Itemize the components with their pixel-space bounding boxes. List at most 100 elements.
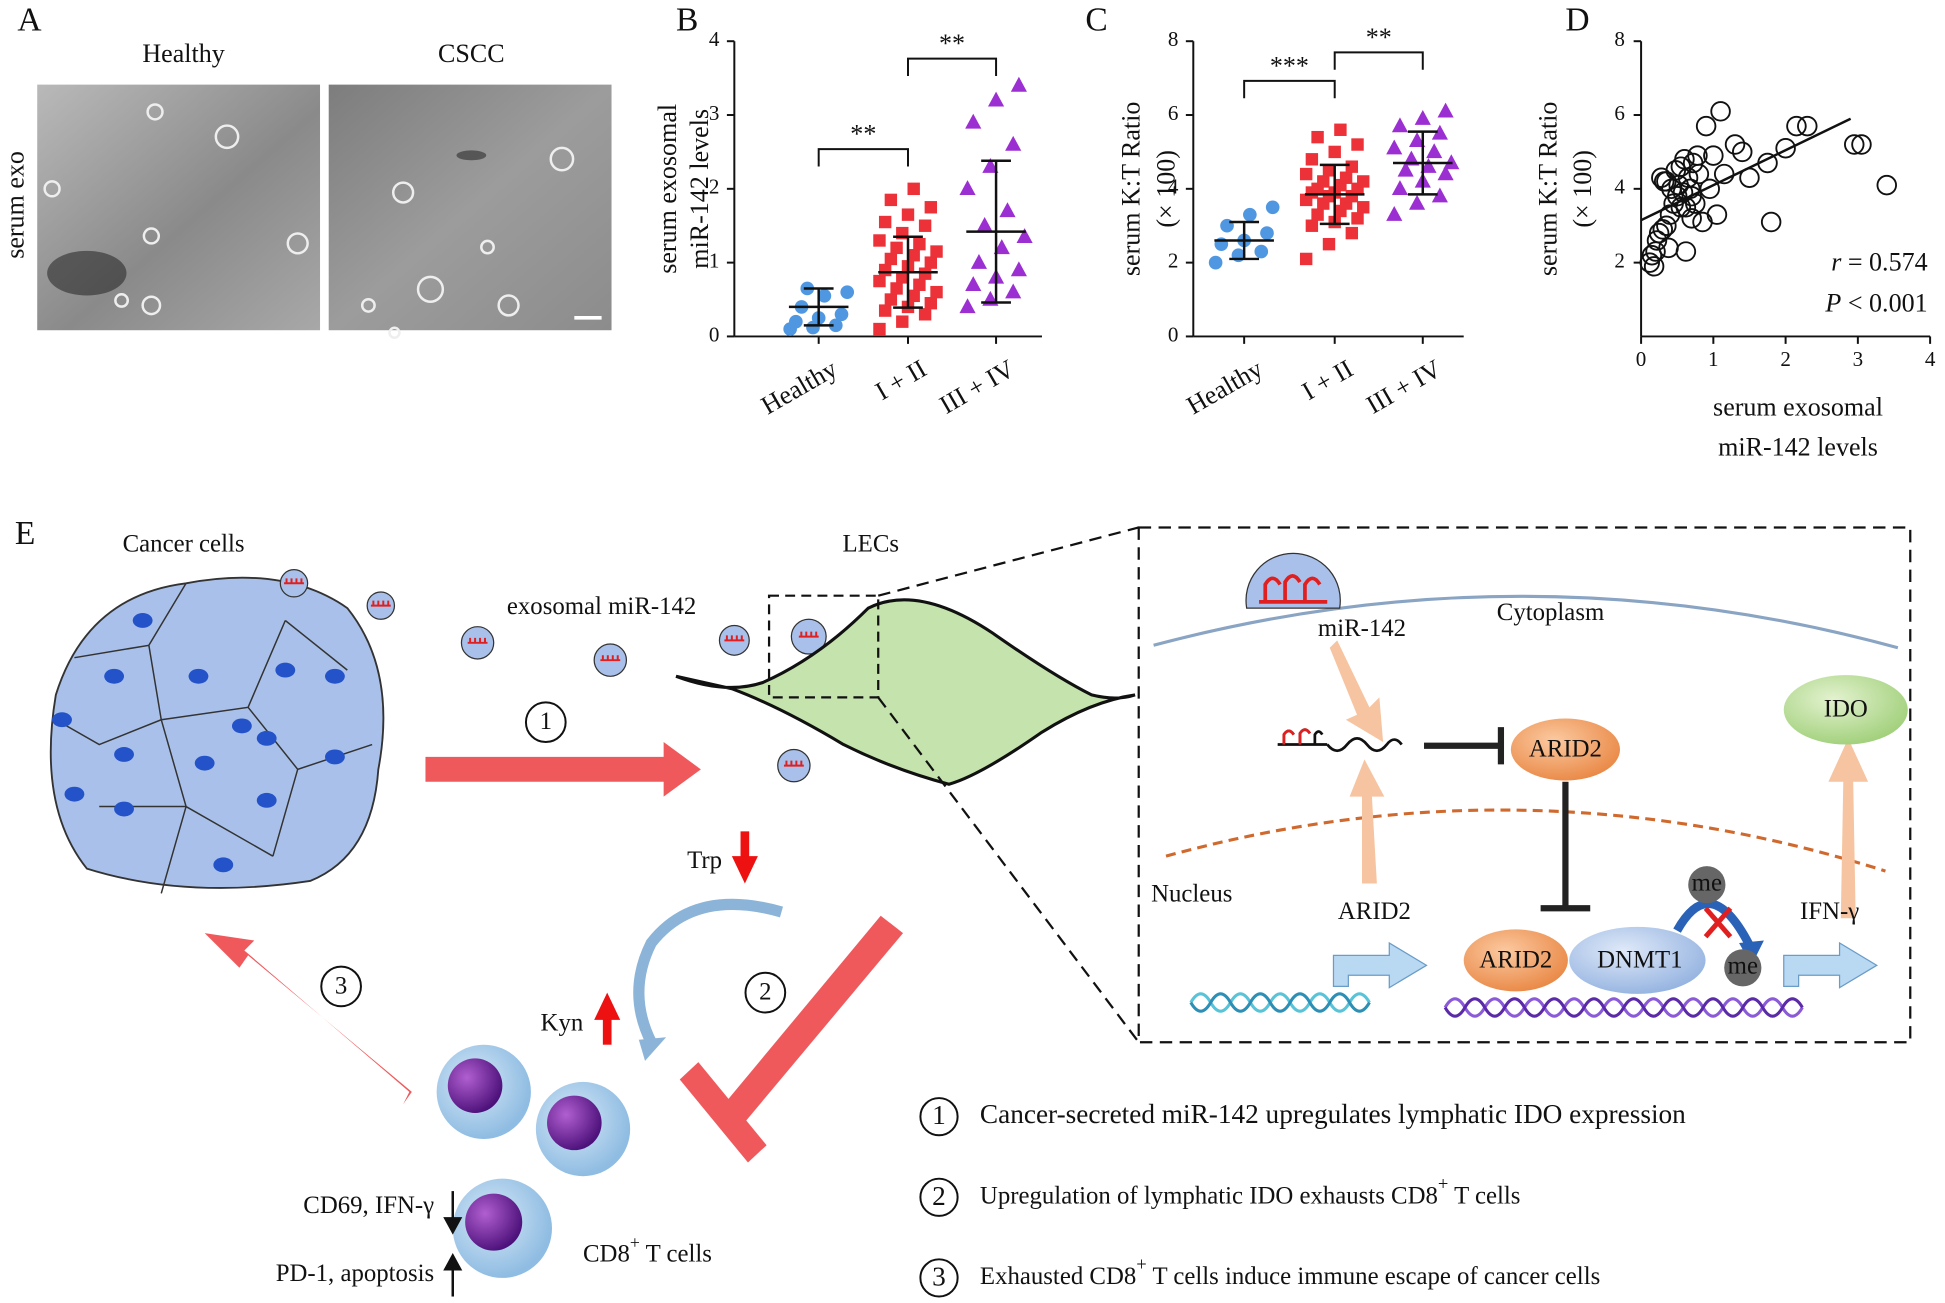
dot — [1409, 194, 1426, 210]
panel-label: A — [17, 1, 41, 38]
dot — [1426, 143, 1443, 159]
legend-circle — [919, 1177, 959, 1217]
label: PD-1, apoptosis — [276, 1260, 434, 1287]
zoom-line — [877, 526, 1140, 597]
dot — [1208, 255, 1223, 270]
point — [1643, 256, 1665, 277]
point — [1688, 163, 1710, 185]
annotation-symbol: r — [1831, 247, 1842, 276]
dot — [930, 245, 943, 258]
sig-bracket — [1333, 51, 1424, 70]
dot — [982, 157, 999, 173]
arid2-complex — [1463, 929, 1568, 992]
dot — [924, 256, 938, 269]
em-images — [37, 84, 612, 339]
dot — [1357, 201, 1370, 214]
dot — [1265, 200, 1280, 215]
dot — [878, 215, 892, 229]
dot — [1311, 208, 1324, 221]
step-number: 1 — [540, 708, 552, 735]
dot — [896, 271, 909, 284]
inhibit-2 — [721, 915, 904, 1123]
sig-bracket — [1243, 79, 1336, 99]
point — [1641, 245, 1663, 266]
point — [1639, 252, 1660, 273]
point — [1695, 115, 1717, 137]
zoom-box — [767, 594, 880, 699]
dot — [924, 201, 938, 214]
dot — [1260, 226, 1274, 240]
y-tick-label: 3 — [709, 101, 720, 125]
point — [1681, 185, 1702, 207]
y-tick-label: 6 — [1168, 101, 1179, 125]
x-tick-label: 2 — [1780, 347, 1791, 371]
dot — [907, 289, 920, 303]
em-cscc — [328, 84, 612, 331]
label: miR-142 — [1318, 615, 1406, 642]
dot — [1386, 139, 1403, 155]
point — [1844, 134, 1865, 155]
nuclear-envelope — [1165, 808, 1886, 873]
label: CD69, IFN-γ — [303, 1192, 434, 1219]
point — [1681, 208, 1702, 229]
point — [1692, 211, 1713, 233]
dot — [913, 278, 926, 291]
dot — [976, 217, 993, 232]
dot — [890, 282, 903, 295]
dot — [959, 180, 976, 196]
y-tick-label: 4 — [709, 27, 720, 51]
inset-rna — [1259, 574, 1328, 604]
methyl-arrow — [1673, 899, 1756, 952]
promoter-arrows — [1332, 941, 1878, 989]
y-axis-label: serum K:T Ratio — [1117, 102, 1146, 277]
point — [1648, 222, 1670, 244]
block-arrows — [1329, 640, 1869, 919]
label: ARID2 — [1529, 735, 1602, 762]
label: Upregulation of lymphatic IDO exhausts C… — [980, 1174, 1521, 1209]
annotation-symbol: P — [1824, 288, 1841, 317]
dot — [873, 274, 886, 288]
label-text: T cells — [640, 1240, 712, 1267]
y-axis-label: (× 100) — [1568, 150, 1597, 228]
dot — [873, 322, 886, 336]
vesicles — [43, 103, 575, 339]
y-tick-label: 4 — [1168, 175, 1179, 199]
annotation: r = 0.574 — [1831, 247, 1927, 276]
step-circle — [320, 965, 362, 1008]
mirna-target — [1277, 728, 1403, 753]
dot — [1299, 252, 1313, 266]
point — [1646, 230, 1668, 251]
x-tick-label: 4 — [1925, 347, 1936, 371]
dot — [884, 193, 898, 207]
trp-kyn-head — [638, 1037, 667, 1061]
x-tick-label: I + II — [870, 354, 931, 406]
dot — [1254, 244, 1269, 259]
black-arrows — [443, 1191, 463, 1297]
x-tick-label: 1 — [1708, 347, 1719, 371]
dot — [1397, 161, 1414, 177]
point — [1706, 204, 1728, 225]
legend-circle — [919, 1258, 959, 1298]
label: Cytoplasm — [1497, 599, 1604, 626]
annotation-text: = 0.574 — [1841, 247, 1927, 276]
t-cells — [436, 1044, 631, 1278]
dna — [1189, 992, 1804, 1018]
dot — [1391, 180, 1409, 196]
dot — [1345, 160, 1359, 173]
dot — [884, 252, 898, 266]
nuclei — [52, 613, 345, 873]
y-tick-label: 0 — [709, 322, 720, 346]
point — [1656, 171, 1677, 192]
dot — [965, 113, 982, 129]
label: ARID2 — [1479, 946, 1552, 973]
y-tick-label: 4 — [1614, 175, 1625, 199]
arrow-3 — [204, 933, 412, 1105]
dot — [1409, 132, 1426, 148]
sig-label: ** — [850, 120, 876, 149]
annotation-text: < 0.001 — [1841, 288, 1927, 317]
dot — [873, 234, 886, 247]
y-tick-label: 6 — [1614, 101, 1625, 125]
label-text: CD8 — [583, 1240, 630, 1267]
dot — [1005, 135, 1022, 151]
label: exosomal miR-142 — [507, 593, 696, 620]
